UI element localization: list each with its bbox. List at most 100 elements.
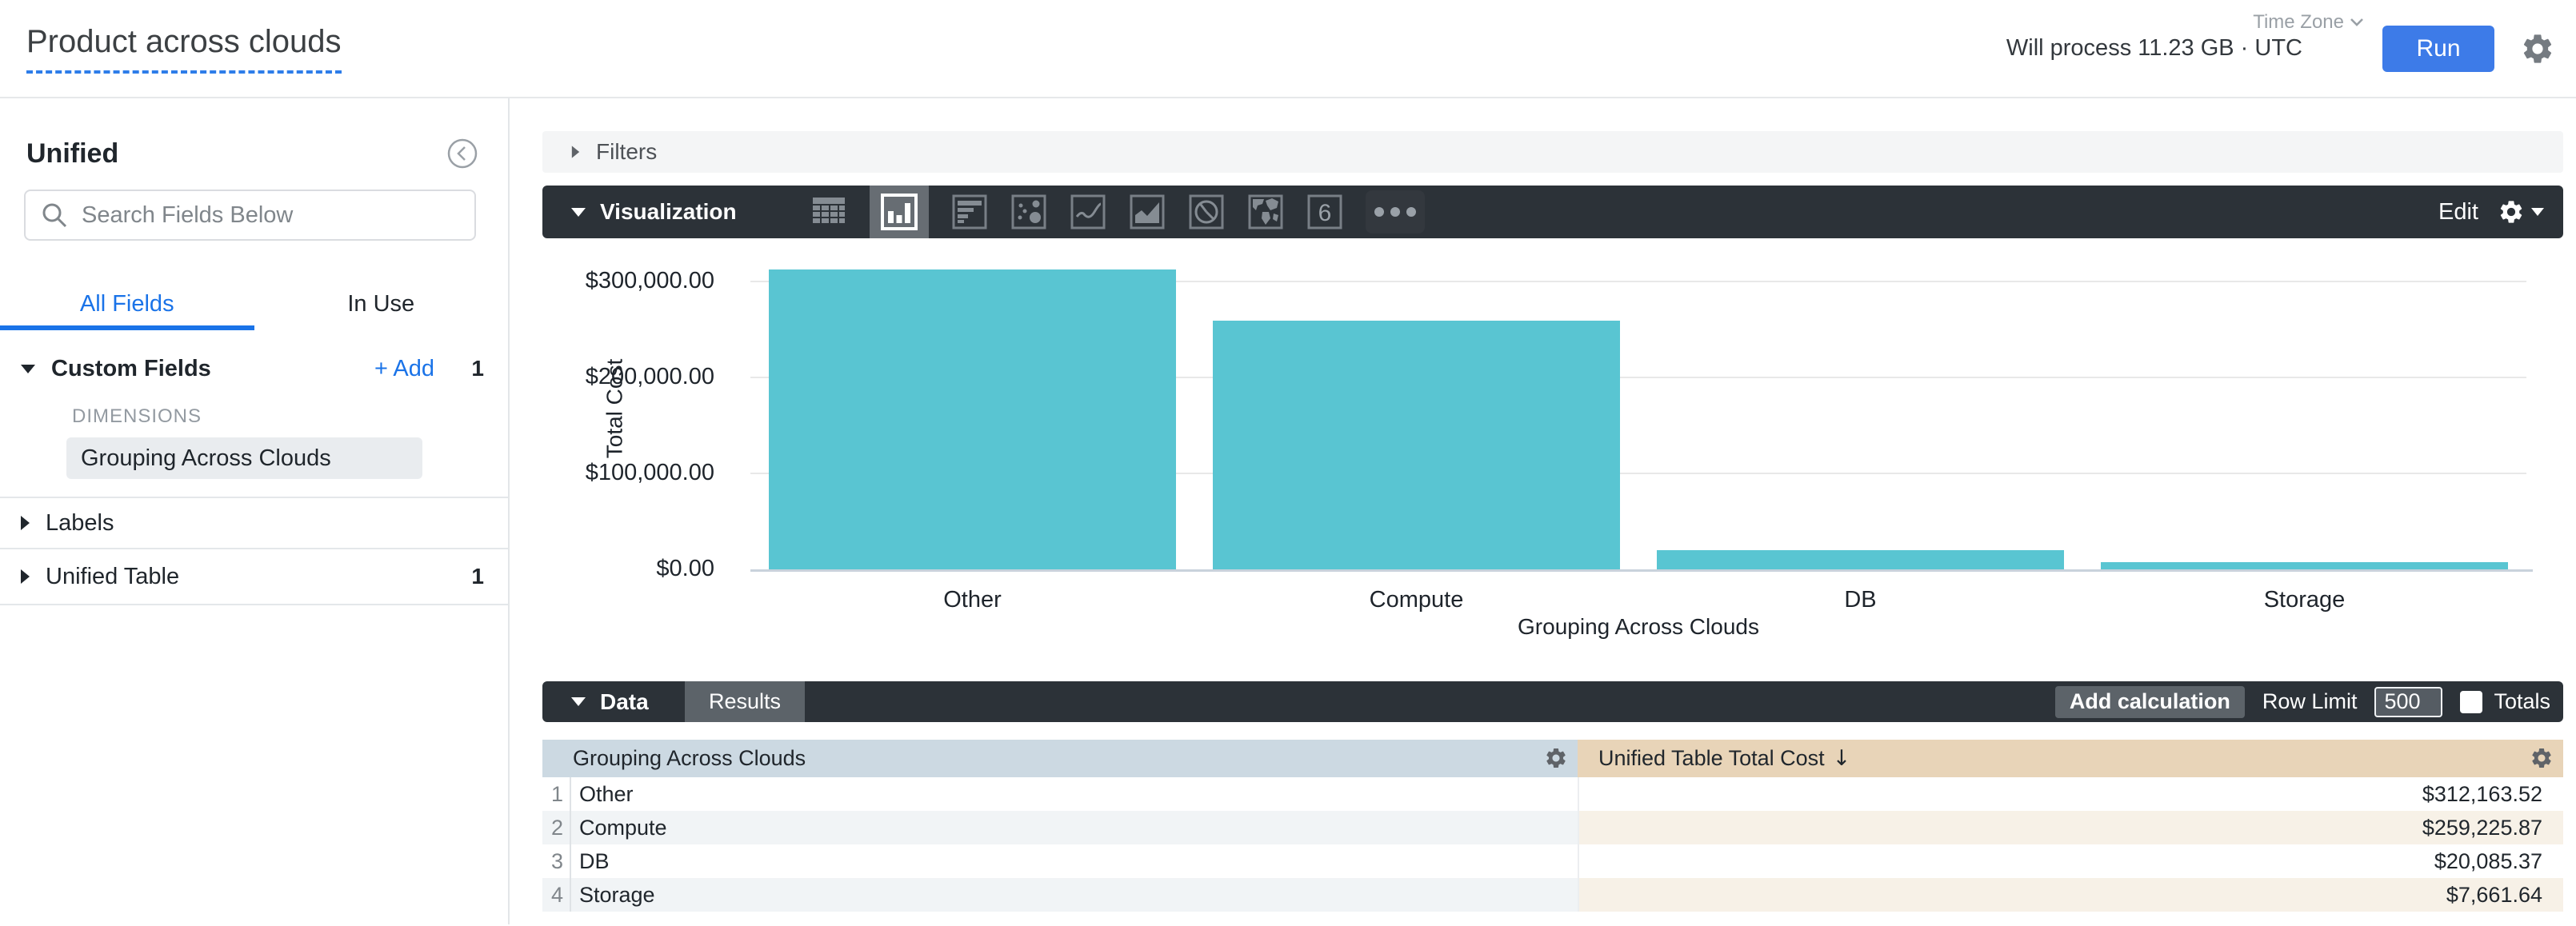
- measure-cell[interactable]: $312,163.52: [1578, 777, 2563, 811]
- caret-down-icon: [2531, 208, 2544, 216]
- section-custom-fields[interactable]: Custom Fields + Add 1: [0, 338, 508, 399]
- x-axis-tick-label: Compute: [1369, 587, 1464, 613]
- section-unified-table[interactable]: Unified Table 1: [0, 549, 508, 604]
- dimension-cell[interactable]: Other: [579, 781, 634, 806]
- divider: [0, 497, 508, 498]
- chart-bar[interactable]: [2101, 561, 2508, 569]
- add-calculation-button[interactable]: Add calculation: [2054, 685, 2245, 718]
- explore-settings-gear-icon[interactable]: [2520, 31, 2555, 66]
- visualization-bar: Visualization: [542, 186, 2563, 238]
- row-limit-input[interactable]: [2374, 686, 2443, 717]
- page-title: Product across clouds: [26, 24, 342, 74]
- chart-bar[interactable]: [769, 269, 1176, 569]
- explore-main: Filters Visualization: [510, 98, 2576, 924]
- field-picker-sidebar: Unified All Fields In Use Custom Fields …: [0, 98, 510, 924]
- caret-down-icon: [21, 364, 35, 373]
- line-chart-icon[interactable]: [1070, 191, 1106, 233]
- column-gear-icon[interactable]: [2530, 746, 2554, 770]
- tab-in-use[interactable]: In Use: [347, 290, 415, 317]
- section-label: Unified Table: [46, 563, 180, 589]
- column-header-grouping-across-clouds[interactable]: Grouping Across Clouds: [542, 740, 1578, 777]
- single-value-glyph: 6: [1318, 200, 1331, 226]
- add-custom-field-button[interactable]: + Add: [374, 355, 434, 381]
- divider: [0, 604, 508, 605]
- measure-cell[interactable]: $259,225.87: [1578, 811, 2563, 844]
- will-process-text: Will process 11.23 GB · UTC: [2006, 35, 2302, 61]
- data-label: Data: [600, 689, 649, 714]
- x-axis-line: [750, 569, 2533, 572]
- table-chart-icon[interactable]: [810, 191, 847, 233]
- column-header-unified-table-total-cost[interactable]: Unified Table Total Cost ↓: [1578, 740, 2563, 777]
- row-number: 1: [542, 777, 571, 811]
- row-number: 2: [542, 811, 571, 844]
- dimensions-group-label: DIMENSIONS: [72, 405, 202, 427]
- active-tab-underline: [0, 325, 254, 330]
- x-axis-tick-label: Storage: [2263, 587, 2346, 613]
- totals-checkbox[interactable]: [2460, 690, 2483, 713]
- totals-label: Totals: [2494, 689, 2550, 713]
- row-number: 4: [542, 878, 571, 912]
- chart-bar[interactable]: [1213, 320, 1620, 569]
- y-axis-tick-label: $0.00: [656, 556, 714, 581]
- column-gear-icon[interactable]: [1544, 746, 1568, 770]
- caret-right-icon: [21, 516, 30, 530]
- results-table: Grouping Across Clouds Unified Table Tot…: [542, 740, 2563, 912]
- results-tab[interactable]: Results: [685, 681, 805, 722]
- table-row: 1 Other $312,163.52: [542, 777, 2563, 811]
- tab-all-fields[interactable]: All Fields: [79, 290, 174, 317]
- row-limit-label: Row Limit: [2262, 689, 2358, 713]
- section-count: 1: [471, 564, 484, 589]
- scatter-chart-icon[interactable]: [1010, 191, 1047, 233]
- visualization-collapse[interactable]: Visualization: [542, 199, 737, 225]
- visualization-settings-gear-icon[interactable]: [2498, 198, 2544, 226]
- dimension-cell[interactable]: Compute: [571, 811, 1578, 844]
- pie-chart-icon[interactable]: [1188, 191, 1225, 233]
- top-header: Product across clouds Will process 11.23…: [0, 0, 2576, 98]
- table-row: 3 DB $20,085.37: [542, 844, 2563, 878]
- single-value-icon[interactable]: 6: [1306, 191, 1343, 233]
- chevron-down-icon: [2350, 18, 2363, 26]
- timezone-dropdown[interactable]: Time Zone: [2253, 11, 2365, 34]
- edit-button[interactable]: Edit: [2438, 198, 2478, 225]
- chart-bar[interactable]: [1657, 549, 2064, 569]
- query-cost-estimate: Will process 11.23 GB · UTC Time Zone: [2006, 11, 2363, 62]
- area-chart-icon[interactable]: [1129, 191, 1166, 233]
- divider: [0, 548, 508, 549]
- more-icon[interactable]: [1365, 190, 1425, 233]
- measure-cell[interactable]: $20,085.37: [1578, 844, 2563, 878]
- field-tabs: All Fields In Use: [0, 277, 508, 330]
- caret-right-icon: [571, 146, 580, 158]
- y-axis-tick-label: $200,000.00: [585, 364, 714, 389]
- x-axis-title: Grouping Across Clouds: [1518, 614, 1759, 639]
- section-label: Labels: [46, 509, 114, 536]
- caret-right-icon: [21, 569, 30, 584]
- bar-chart-icon[interactable]: [951, 191, 988, 233]
- data-bar: Data Results Add calculation Row Limit T…: [542, 681, 2563, 722]
- gridline: [750, 377, 2526, 378]
- filters-section-header[interactable]: Filters: [542, 131, 2563, 173]
- table-row: 4 Storage $7,661.64: [542, 878, 2563, 912]
- column-chart-icon[interactable]: [869, 186, 929, 238]
- field-grouping-across-clouds[interactable]: Grouping Across Clouds: [66, 437, 422, 479]
- dimension-cell[interactable]: Storage: [571, 878, 1578, 912]
- gridline: [750, 281, 2526, 282]
- x-axis-tick-label: Other: [943, 587, 1002, 613]
- measure-cell[interactable]: $7,661.64: [1578, 878, 2563, 912]
- dimension-cell[interactable]: DB: [579, 848, 610, 873]
- map-chart-icon[interactable]: [1247, 191, 1284, 233]
- section-labels[interactable]: Labels: [0, 498, 508, 548]
- sort-desc-icon: ↓: [1832, 746, 1851, 771]
- search-fields-box: [24, 190, 476, 241]
- caret-down-icon: [571, 207, 586, 217]
- y-axis-tick-label: $300,000.00: [585, 268, 714, 293]
- search-fields-input[interactable]: [82, 202, 460, 229]
- header-right: Will process 11.23 GB · UTC Time Zone Ru…: [2006, 11, 2555, 72]
- view-name: Unified: [26, 138, 119, 169]
- table-row: 2 Compute $259,225.87: [542, 811, 2563, 844]
- gridline: [750, 473, 2526, 474]
- data-collapse[interactable]: Data: [542, 689, 685, 715]
- run-button[interactable]: Run: [2382, 25, 2494, 72]
- collapse-sidebar-icon[interactable]: [446, 137, 479, 170]
- row-number: 3: [542, 844, 571, 878]
- section-count: 1: [471, 356, 484, 381]
